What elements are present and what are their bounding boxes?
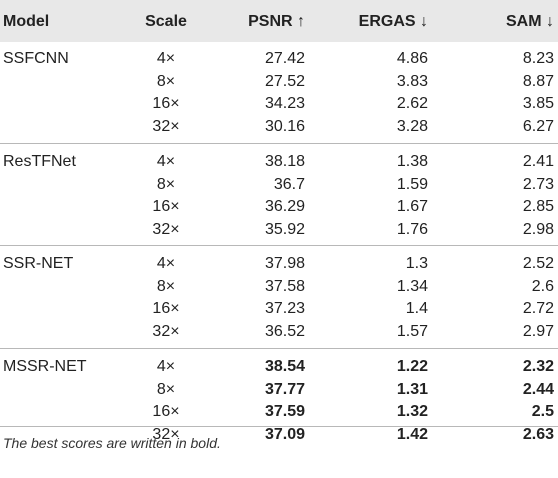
ergas-cell: 1.31 (396, 380, 428, 398)
sam-cell: 6.27 (522, 117, 554, 135)
header-psnr: PSNR ↑ (248, 13, 305, 30)
psnr-cell: 36.29 (264, 198, 305, 215)
group-separator (0, 348, 558, 349)
psnr-cell: 27.42 (264, 50, 305, 67)
ergas-cell: 1.38 (396, 153, 428, 170)
psnr-cell: 37.77 (264, 380, 305, 398)
group-separator (0, 245, 558, 246)
psnr-cell: 34.23 (264, 95, 305, 112)
scale-cell: 32× (152, 425, 180, 443)
table-bottom-rule (0, 426, 558, 427)
psnr-cell: 36.7 (273, 175, 305, 193)
scale-cell: 16× (152, 95, 180, 112)
header-sam: SAM ↓ (506, 13, 554, 30)
scale-cell: 8× (156, 380, 176, 398)
ergas-cell: 1.67 (396, 198, 428, 215)
scale-cell: 32× (152, 322, 180, 340)
sam-cell: 2.85 (522, 198, 554, 215)
scale-cell: 16× (152, 300, 180, 317)
table-header: Model Scale PSNR ↑ ERGAS ↓ SAM ↓ (0, 0, 558, 42)
model-name: MSSR-NET (3, 358, 87, 375)
scale-cell: 8× (156, 175, 176, 193)
sam-cell: 8.23 (522, 50, 554, 67)
ergas-cell: 1.57 (396, 322, 428, 340)
ergas-cell: 3.28 (396, 117, 428, 135)
model-name: SSR-NET (3, 255, 74, 272)
sam-cell: 2.98 (522, 220, 554, 238)
psnr-cell: 27.52 (264, 72, 305, 90)
psnr-cell: 35.92 (264, 220, 305, 238)
sam-cell: 2.32 (522, 358, 554, 375)
model-name: SSFCNN (3, 50, 69, 67)
group-separator (0, 143, 558, 144)
model-name: ResTFNet (3, 153, 76, 170)
psnr-cell: 38.18 (264, 153, 305, 170)
header-ergas: ERGAS ↓ (358, 13, 428, 30)
ergas-cell: 1.76 (396, 220, 428, 238)
sam-cell: 8.87 (522, 72, 554, 90)
scale-cell: 32× (152, 220, 180, 238)
sam-cell: 2.72 (522, 300, 554, 317)
psnr-cell: 37.09 (264, 425, 305, 443)
psnr-cell: 37.58 (264, 277, 305, 295)
ergas-cell: 1.59 (396, 175, 428, 193)
psnr-cell: 36.52 (264, 322, 305, 340)
psnr-cell: 38.54 (264, 358, 305, 375)
scale-cell: 4× (156, 50, 176, 67)
psnr-cell: 30.16 (264, 117, 305, 135)
sam-cell: 2.73 (522, 175, 554, 193)
header-model: Model (3, 13, 50, 30)
scale-cell: 4× (156, 153, 176, 170)
sam-cell: 2.44 (522, 380, 554, 398)
ergas-cell: 4.86 (396, 50, 428, 67)
sam-cell: 2.52 (522, 255, 554, 272)
psnr-cell: 37.23 (264, 300, 305, 317)
psnr-cell: 37.59 (264, 403, 305, 420)
table-footnote: The best scores are written in bold. (3, 435, 221, 451)
ergas-cell: 2.62 (396, 95, 428, 112)
ergas-cell: 1.22 (396, 358, 428, 375)
ergas-cell: 1.3 (405, 255, 428, 272)
sam-cell: 2.5 (531, 403, 554, 420)
scale-cell: 4× (156, 358, 176, 375)
scale-cell: 16× (152, 198, 180, 215)
ergas-cell: 3.83 (396, 72, 428, 90)
scale-cell: 16× (152, 403, 180, 420)
scale-cell: 4× (156, 255, 176, 272)
sam-cell: 2.63 (522, 425, 554, 443)
scale-cell: 32× (152, 117, 180, 135)
sam-cell: 2.41 (522, 153, 554, 170)
scale-cell: 8× (156, 72, 176, 90)
ergas-cell: 1.4 (405, 300, 428, 317)
ergas-cell: 1.32 (396, 403, 428, 420)
sam-cell: 2.97 (522, 322, 554, 340)
psnr-cell: 37.98 (264, 255, 305, 272)
ergas-cell: 1.42 (396, 425, 428, 443)
ergas-cell: 1.34 (396, 277, 428, 295)
sam-cell: 3.85 (522, 95, 554, 112)
sam-cell: 2.6 (531, 277, 554, 295)
scale-cell: 8× (156, 277, 176, 295)
header-scale: Scale (145, 13, 187, 30)
